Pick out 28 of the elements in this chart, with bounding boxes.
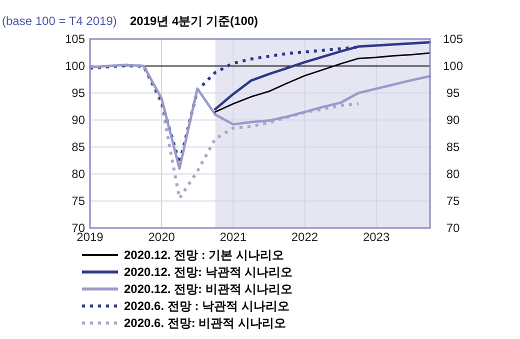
legend-label: 2020.12. 전망 : 기본 시나리오 [124,248,284,262]
y-tick-label: 75 [72,194,86,208]
y2-tick-label: 85 [446,140,460,154]
x-tick-label: 2021 [220,230,247,244]
x-tick-label: 2020 [148,230,176,244]
y2-tick-label: 90 [446,113,460,127]
chart-title: 2019년 4분기 기준(100) [130,14,258,28]
y2-tick-label: 95 [446,86,460,100]
y-tick-label: 105 [64,32,86,46]
y-tick-label: 90 [72,113,86,127]
y2-tick-label: 105 [442,32,464,46]
legend-label: 2020.12. 전망: 낙관적 시나리오 [124,265,293,279]
y-tick-label: 85 [72,140,86,154]
legend-label: 2020.12. 전망: 비관적 시나리오 [124,282,293,296]
legend-label: 2020.6. 전망 : 낙관적 시나리오 [124,299,290,313]
x-tick-label: 2022 [291,230,318,244]
y-tick-label: 80 [72,167,86,181]
y-tick-label: 95 [72,86,86,100]
y2-tick-label: 70 [446,221,460,235]
line-series [88,64,432,170]
y2-tick-label: 100 [442,59,464,73]
line-series [88,64,360,200]
y-tick-label: 100 [64,59,86,73]
y2-tick-label: 75 [446,194,460,208]
chart-subtitle: (base 100 = T4 2019) [2,14,117,28]
y2-tick-label: 80 [446,167,460,181]
legend-label: 2020.6. 전망: 비관적 시나리오 [124,316,286,330]
x-tick-label: 2023 [362,230,390,244]
